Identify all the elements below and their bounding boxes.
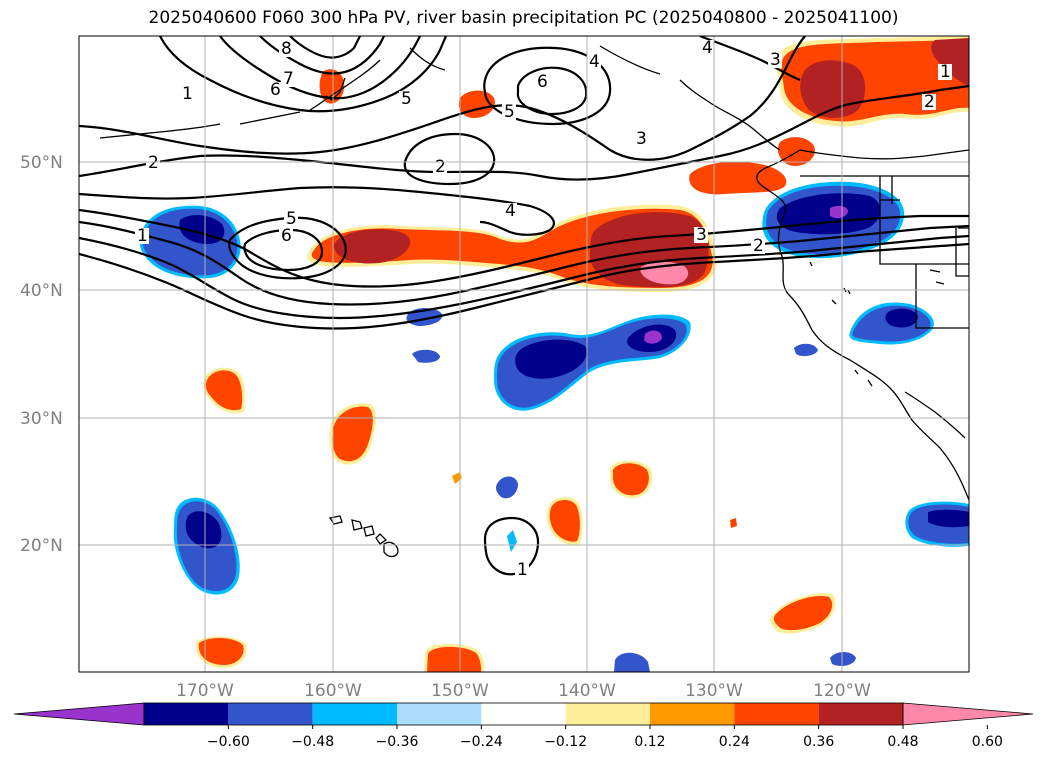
- pv-contours: [79, 36, 969, 576]
- contour-label: 2: [435, 157, 446, 177]
- colorbar-tick-label: 0.48: [887, 734, 918, 750]
- lat-label-50n: 50°N: [20, 153, 63, 173]
- pos-blob-a: [319, 69, 345, 104]
- colorbar-tick-label: −0.24: [460, 734, 503, 750]
- contour-label: 7: [283, 69, 294, 89]
- colorbar-frame: [143, 702, 904, 726]
- colorbar-segment: [650, 703, 735, 725]
- contour-label: 5: [286, 209, 297, 229]
- colorbar-segment: [565, 703, 650, 725]
- contour-label: 6: [270, 80, 281, 100]
- lat-label-20n: 20°N: [20, 536, 63, 556]
- contour-label: 4: [702, 38, 713, 58]
- lon-label-160w: 160°W: [304, 681, 362, 701]
- lon-label-120w: 120°W: [813, 681, 871, 701]
- neg-south-west: [173, 497, 240, 595]
- contour-label: 8: [281, 39, 292, 59]
- colorbar: −0.60 −0.48 −0.36 −0.24 −0.12 0.12 0.24 0.36 0.4…: [13, 702, 1034, 750]
- contour-label: 2: [753, 236, 764, 256]
- colorbar-segment: [818, 703, 903, 725]
- contour-label: 2: [924, 92, 935, 112]
- contour-label: 3: [636, 129, 647, 149]
- map-title: 2025040600 F060 300 hPa PV, river basin …: [148, 8, 899, 28]
- colorbar-tick-label: −0.60: [207, 734, 250, 750]
- contour-label: 6: [537, 72, 548, 92]
- colorbar-tick-label: 0.24: [719, 734, 750, 750]
- lon-label-150w: 150°W: [431, 681, 489, 701]
- colorbar-segment: [144, 703, 229, 725]
- colorbar-tick-label: 0.12: [634, 734, 665, 750]
- contour-label: 1: [940, 62, 951, 82]
- contour-label: 2: [148, 153, 159, 173]
- contour-label: 4: [589, 52, 600, 72]
- contour-label: 1: [137, 226, 148, 246]
- contour-label: 3: [770, 50, 781, 70]
- colorbar-segment: [734, 703, 819, 725]
- gridlines: [79, 36, 969, 672]
- lat-label-40n: 40°N: [20, 281, 63, 301]
- lon-label-140w: 140°W: [558, 681, 616, 701]
- colorbar-segment: [312, 703, 397, 725]
- map-frame: [78, 35, 970, 673]
- colorbar-extend-max: [902, 702, 1034, 726]
- contour-label: 3: [696, 225, 707, 245]
- contour-label: 6: [281, 226, 292, 246]
- colorbar-extend-min: [13, 702, 145, 726]
- colorbar-tick-label: −0.12: [544, 734, 587, 750]
- neg-mid-band: [494, 314, 691, 411]
- contour-label: 5: [401, 89, 412, 109]
- colorbar-segment: [481, 703, 566, 725]
- lon-label-170w: 170°W: [176, 681, 234, 701]
- contour-label: 1: [182, 84, 193, 104]
- colorbar-tick-label: −0.36: [376, 734, 419, 750]
- contour-label-group: 8 7 6 1 2 5 6 4 5 3 4 3 1 2: [135, 38, 952, 580]
- contour-label: 5: [504, 102, 515, 122]
- colorbar-tick-label: 0.60: [972, 734, 1003, 750]
- lon-label-130w: 130°W: [685, 681, 743, 701]
- colorbar-tick-label: −0.48: [291, 734, 334, 750]
- contour-label: 1: [517, 560, 528, 580]
- colorbar-segment: [397, 703, 482, 725]
- colorbar-segment: [228, 703, 313, 725]
- colorbar-tick-label: 0.36: [803, 734, 834, 750]
- coastlines: [99, 45, 969, 558]
- contour-label: 4: [505, 201, 516, 221]
- lat-label-30n: 30°N: [20, 409, 63, 429]
